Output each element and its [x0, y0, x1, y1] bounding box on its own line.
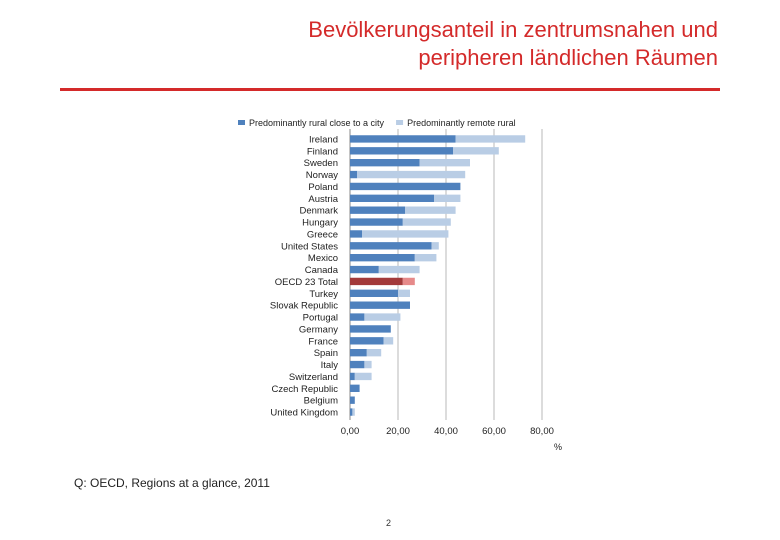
category-label: Canada — [305, 265, 339, 276]
bar-mexico-series-2 — [414, 254, 437, 262]
bar-slovak-republic-series-1 — [350, 301, 410, 309]
bar-hungary-series-2 — [402, 218, 451, 226]
category-label: Austria — [308, 194, 338, 205]
bar-italy-series-2 — [364, 360, 372, 369]
bar-portugal-series-2 — [364, 313, 401, 321]
slide-title-line-2: peripheren ländlichen Räumen — [418, 45, 718, 70]
bar-oecd-23-total-series-1 — [350, 277, 403, 286]
slide-title: Bevölkerungsanteil in zentrumsnahen und … — [158, 16, 718, 72]
bar-norway-series-1 — [350, 170, 358, 179]
bar-greece-series-1 — [350, 230, 362, 238]
bar-turkey-series-2 — [398, 289, 410, 297]
bar-ireland-series-2 — [455, 135, 526, 143]
bar-hungary-series-1 — [350, 218, 403, 226]
category-label: Belgium — [304, 396, 338, 407]
bar-italy-series-1 — [350, 360, 365, 369]
slide-title-line-1: Bevölkerungsanteil in zentrumsnahen und — [308, 17, 718, 42]
legend-label-1: Predominantly rural close to a city — [249, 118, 385, 128]
x-tick-label: 80,00 — [530, 426, 554, 437]
legend-label-2: Predominantly remote rural — [407, 118, 516, 128]
bar-greece-series-2 — [362, 230, 449, 238]
bar-poland-series-1 — [350, 182, 461, 191]
bar-spain-series-2 — [366, 349, 382, 357]
category-label: Turkey — [309, 289, 338, 300]
bar-germany-series-1 — [350, 325, 391, 333]
category-labels: IrelandFinlandSwedenNorwayPolandAustriaD… — [270, 134, 339, 418]
category-label: United States — [281, 241, 338, 252]
bar-denmark-series-2 — [405, 206, 456, 214]
bar-ireland-series-1 — [350, 135, 456, 143]
bar-denmark-series-1 — [350, 206, 406, 214]
category-label: Finland — [307, 146, 338, 157]
bar-switzerland-series-2 — [354, 372, 372, 381]
bar-belgium-series-1 — [350, 396, 355, 404]
category-label: Germany — [299, 324, 338, 335]
category-label: Ireland — [309, 134, 338, 145]
bar-turkey-series-1 — [350, 289, 398, 297]
category-label: Switzerland — [289, 372, 338, 383]
x-tick-label: 20,00 — [386, 426, 410, 437]
bar-norway-series-2 — [357, 170, 466, 179]
bar-sweden-series-2 — [419, 159, 470, 167]
category-label: Italy — [321, 360, 339, 371]
page-number: 2 — [386, 518, 392, 528]
bar-czech-republic-series-1 — [350, 384, 360, 392]
bar-spain-series-1 — [350, 349, 367, 357]
bar-mexico-series-1 — [350, 254, 415, 262]
bar-united-states-series-1 — [350, 242, 432, 250]
category-label: Denmark — [299, 206, 338, 217]
bar-finland-series-1 — [350, 147, 454, 155]
category-label: Sweden — [304, 158, 338, 169]
bar-oecd-23-total-series-2 — [402, 277, 415, 286]
bar-canada-series-2 — [378, 265, 420, 274]
x-tick-label: 40,00 — [434, 426, 458, 437]
category-label: Poland — [308, 182, 338, 193]
bar-france-series-2 — [383, 337, 394, 345]
legend-swatch-1 — [238, 120, 245, 125]
bar-austria-series-1 — [350, 194, 434, 202]
x-tick-label: 60,00 — [482, 426, 506, 437]
legend-swatch-2 — [396, 120, 404, 125]
bar-france-series-1 — [350, 337, 384, 345]
category-label: Greece — [307, 229, 338, 240]
category-label: Slovak Republic — [270, 301, 338, 312]
bar-united-kingdom-series-1 — [350, 408, 353, 416]
category-label: France — [308, 336, 338, 347]
category-label: Spain — [314, 348, 338, 359]
bar-switzerland-series-1 — [350, 372, 355, 381]
bar-united-states-series-2 — [431, 242, 439, 250]
legend: Predominantly rural close to a city Predo… — [238, 118, 516, 128]
bar-austria-series-2 — [434, 194, 461, 202]
bars — [350, 135, 526, 416]
bar-united-kingdom-series-2 — [352, 408, 355, 416]
bar-canada-series-1 — [350, 265, 379, 274]
category-label: OECD 23 Total — [275, 277, 338, 288]
category-label: Norway — [306, 170, 338, 181]
bar-portugal-series-1 — [350, 313, 365, 321]
bar-sweden-series-1 — [350, 159, 420, 167]
category-label: Portugal — [303, 313, 338, 324]
x-tick-label: 0,00 — [341, 426, 360, 437]
category-label: Mexico — [308, 253, 338, 264]
category-label: United Kingdom — [270, 408, 338, 419]
category-label: Czech Republic — [271, 384, 338, 395]
x-axis-unit: % — [554, 442, 562, 452]
x-axis-ticks: 0,00 20,00 40,00 60,00 80,00 — [341, 426, 554, 437]
title-divider — [60, 88, 720, 91]
category-label: Hungary — [302, 218, 338, 229]
bar-finland-series-2 — [453, 147, 499, 155]
source-note: Q: OECD, Regions at a glance, 2011 — [74, 476, 270, 490]
